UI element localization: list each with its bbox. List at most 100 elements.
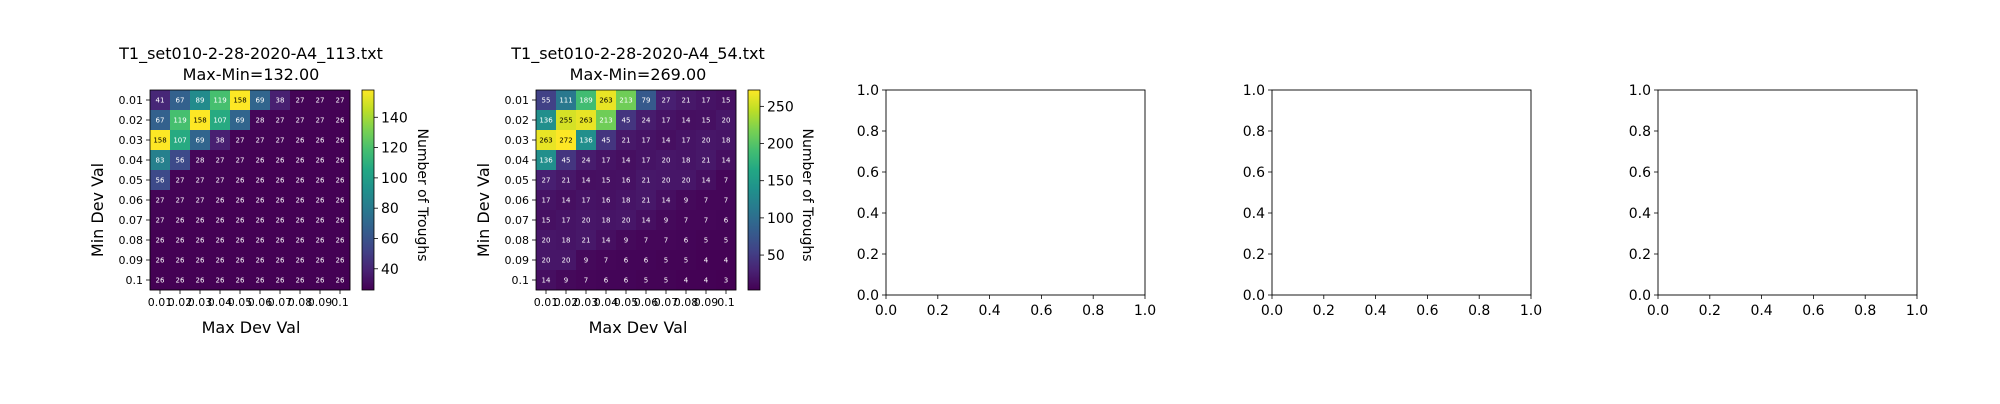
y-tick-label: 0.03 <box>505 134 530 147</box>
heatmap-cell-label: 9 <box>564 277 568 285</box>
heatmap-cell-label: 26 <box>296 177 305 185</box>
heatmap-cell <box>716 190 737 211</box>
heatmap-cell <box>696 230 717 251</box>
heatmap-cell <box>170 170 191 191</box>
heatmap-cell-label: 17 <box>542 197 551 205</box>
x-tick-label: 0.06 <box>248 296 273 309</box>
heatmap-cell <box>150 170 171 191</box>
heatmap-cell-label: 7 <box>704 217 708 225</box>
heatmap-cell-label: 67 <box>176 97 185 105</box>
heatmap-cell-label: 255 <box>559 117 572 125</box>
heatmap-cell <box>576 190 597 211</box>
x-tick-label: 0.06 <box>634 296 659 309</box>
heatmap-cell-label: 38 <box>276 97 285 105</box>
heatmap-cell <box>150 230 171 251</box>
heatmap-cell-label: 41 <box>156 97 165 105</box>
heatmap-cell <box>310 110 331 131</box>
heatmap-cell-label: 9 <box>664 217 668 225</box>
heatmap-cell-label: 17 <box>602 157 611 165</box>
axes-frame <box>1271 89 1532 296</box>
heatmap-cell <box>696 130 717 151</box>
heatmap-cell-label: 27 <box>196 177 205 185</box>
heatmap-cell <box>250 210 271 231</box>
heatmap-cell <box>676 90 697 111</box>
heatmap-cell-label: 26 <box>256 237 265 245</box>
heatmap-panel-1: T1_set010-2-28-2020-A4_113.txt Max-Min=1… <box>88 44 430 337</box>
heatmap-cell <box>170 270 191 291</box>
x-tick-label: 0.04 <box>208 296 233 309</box>
heatmap-cell-label: 14 <box>662 197 671 205</box>
heatmap-cell <box>576 150 597 171</box>
heatmap-cell <box>716 250 737 271</box>
heatmap-cell <box>556 110 577 131</box>
heatmap-cell <box>330 110 351 131</box>
heatmap-cell-label: 27 <box>296 117 305 125</box>
heatmap-cell-label: 26 <box>276 177 285 185</box>
heatmap-cell-label: 26 <box>296 257 305 265</box>
heatmap-cell <box>596 210 617 231</box>
x-tick-label: 0.02 <box>554 296 579 309</box>
heatmap-cell <box>270 210 291 231</box>
heatmap-cell-label: 24 <box>582 157 591 165</box>
y-tick-label: 0.0 <box>857 288 879 304</box>
heatmap-cell-label: 26 <box>216 277 225 285</box>
colorbar-gradient <box>747 89 761 291</box>
y-tick-label: 0.08 <box>119 234 144 247</box>
heatmap-cell <box>270 190 291 211</box>
heatmap-cell-label: 213 <box>599 117 612 125</box>
heatmap-cell <box>616 190 637 211</box>
heatmap-cell <box>656 150 677 171</box>
y-tick-label: 0.0 <box>1629 288 1651 304</box>
heatmap-cell-label: 6 <box>644 257 649 265</box>
heatmap-cell-label: 18 <box>682 157 691 165</box>
heatmap-cell-label: 5 <box>684 257 688 265</box>
heatmap-cell <box>190 210 211 231</box>
heatmap-cell <box>696 90 717 111</box>
heatmap-cell-label: 21 <box>702 157 711 165</box>
heatmap-1-x-axis-label: Max Dev Val <box>202 318 301 337</box>
heatmap-cell-label: 26 <box>196 257 205 265</box>
heatmap-cell-label: 26 <box>216 217 225 225</box>
x-tick-label: 0.2 <box>1699 303 1721 319</box>
heatmap-cell <box>616 270 637 291</box>
heatmap-cell-label: 79 <box>642 97 651 105</box>
heatmap-cell <box>556 90 577 111</box>
heatmap-cell <box>290 150 311 171</box>
heatmap-cell <box>150 190 171 211</box>
heatmap-cell-label: 20 <box>562 257 571 265</box>
heatmap-cell-label: 9 <box>624 237 628 245</box>
x-tick-label: 0.8 <box>1854 303 1876 319</box>
heatmap-cell-label: 107 <box>173 137 186 145</box>
heatmap-cell-label: 24 <box>642 117 651 125</box>
heatmap-cell <box>330 190 351 211</box>
heatmap-cell <box>290 230 311 251</box>
heatmap-cell <box>330 130 351 151</box>
heatmap-cell <box>716 230 737 251</box>
heatmap-cell <box>190 250 211 271</box>
x-tick-label: 0.2 <box>1313 303 1335 319</box>
heatmap-cell <box>656 230 677 251</box>
axes-frame <box>885 89 1146 296</box>
heatmap-cell <box>576 270 597 291</box>
heatmap-cell-label: 27 <box>316 117 325 125</box>
heatmap-cell-label: 158 <box>233 97 246 105</box>
x-tick-label: 0.07 <box>654 296 679 309</box>
heatmap-cell-label: 18 <box>622 197 631 205</box>
heatmap-cell-label: 27 <box>176 197 185 205</box>
y-tick-label: 0.4 <box>857 206 879 222</box>
y-tick-label: 0.02 <box>505 114 530 127</box>
x-tick-label: 1.0 <box>1134 303 1156 319</box>
heatmap-cell <box>616 230 637 251</box>
heatmap-cell-label: 6 <box>624 257 629 265</box>
heatmap-cell-label: 56 <box>156 177 165 185</box>
heatmap-cell-label: 17 <box>682 137 691 145</box>
heatmap-cell <box>616 130 637 151</box>
x-tick-label: 0.6 <box>1416 303 1438 319</box>
colorbar-tick-label: 120 <box>381 141 408 157</box>
heatmap-cell-label: 20 <box>582 217 591 225</box>
heatmap-cell <box>596 250 617 271</box>
heatmap-cell <box>330 270 351 291</box>
heatmap-cell <box>596 170 617 191</box>
heatmap-cell <box>536 250 557 271</box>
